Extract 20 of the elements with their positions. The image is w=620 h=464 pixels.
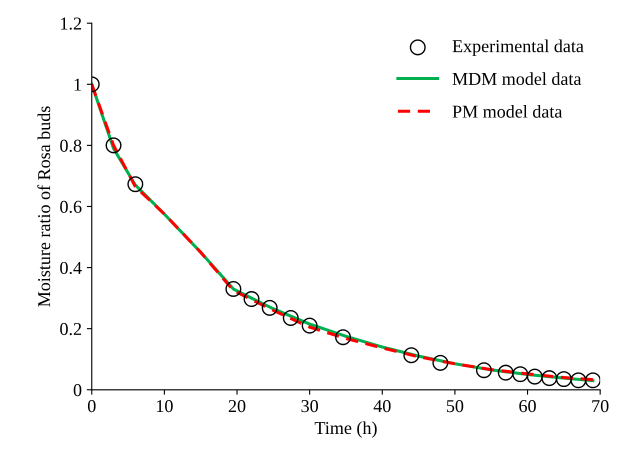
y-tick-label: 1 xyxy=(74,78,81,91)
x-tick-label: 60 xyxy=(519,400,536,412)
y-tick-label: 0.8 xyxy=(60,140,82,152)
x-axis-title: Time (h) xyxy=(314,421,377,438)
x-tick-label: 70 xyxy=(592,400,608,412)
y-tick-label: 0 xyxy=(74,384,82,396)
legend-label: PM model data xyxy=(452,105,562,118)
x-tick-label: 30 xyxy=(301,400,318,412)
y-tick-label: 0.2 xyxy=(60,322,82,336)
y-tick-label: 0.4 xyxy=(60,262,82,274)
x-tick-label: 40 xyxy=(374,400,391,412)
x-tick-label: 20 xyxy=(228,400,246,412)
y-tick-label: 0.6 xyxy=(60,200,82,213)
x-tick-label: 0 xyxy=(88,400,96,412)
y-axis-title: Moisture ratio of Rosa buds xyxy=(37,106,50,307)
legend-label: Experimental data xyxy=(452,40,584,56)
legend-label: MDM model data xyxy=(452,72,582,85)
x-tick-label: 10 xyxy=(156,400,173,412)
y-tick-label: 1.2 xyxy=(61,18,82,30)
x-tick-label: 50 xyxy=(446,400,464,412)
